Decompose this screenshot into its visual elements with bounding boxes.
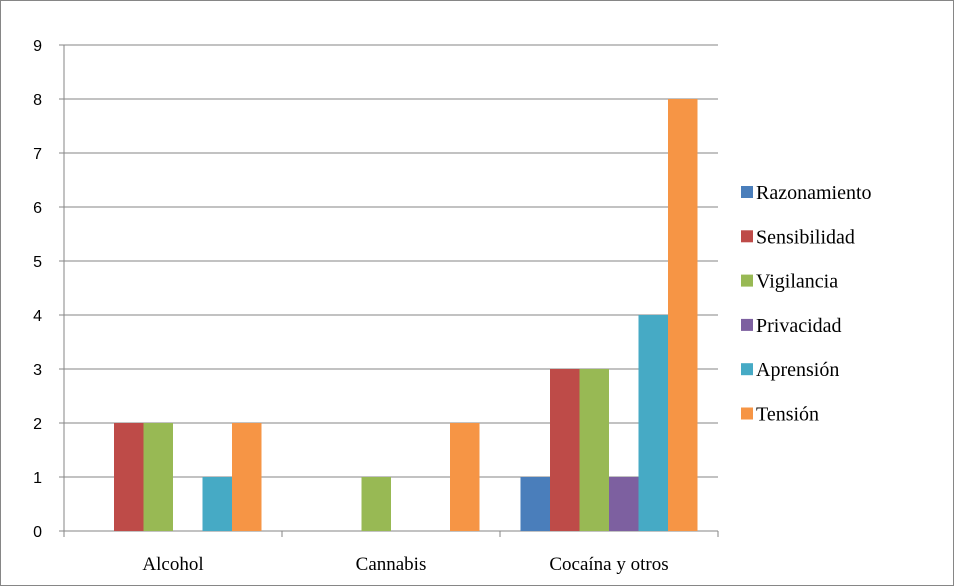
- legend: Razonamiento Sensibilidad Vigilancia Privac…: [741, 182, 872, 426]
- legend-label: Razonamiento: [756, 182, 872, 204]
- bar-vigilancia-cannabis: [361, 477, 391, 531]
- legend-swatch: [741, 274, 753, 287]
- y-tick-label-0: 0: [33, 524, 42, 541]
- legend-label: Privacidad: [756, 315, 842, 337]
- bar-vigilancia-alcohol: [143, 423, 173, 531]
- y-tick-label-8: 8: [33, 92, 42, 109]
- legend-label: Sensibilidad: [756, 226, 855, 248]
- bars: [114, 99, 698, 531]
- y-axis: 0 1 2 3 4 5 6 7 8 9: [33, 38, 65, 541]
- bar-razonamiento-cocaína-y-otros: [520, 477, 550, 531]
- legend-label: Aprensión: [756, 359, 839, 381]
- bar-vigilancia-cocaína-y-otros: [579, 369, 609, 531]
- bar-aprensión-alcohol: [202, 477, 232, 531]
- bar-sensibilidad-cocaína-y-otros: [550, 369, 580, 531]
- bar-aprensión-cocaína-y-otros: [638, 315, 668, 531]
- y-tick-label-1: 1: [33, 470, 42, 487]
- y-tick-label-6: 6: [33, 200, 42, 217]
- legend-swatch: [741, 230, 753, 243]
- x-category-label: Cannabis: [356, 554, 427, 575]
- x-category-label: Alcohol: [142, 554, 203, 575]
- legend-swatch: [741, 318, 753, 331]
- bar-tensión-cocaína-y-otros: [668, 99, 698, 531]
- bar-sensibilidad-alcohol: [114, 423, 144, 531]
- x-axis: Alcohol Cannabis Cocaína y otros: [63, 530, 719, 575]
- y-tick-label-5: 5: [33, 254, 42, 271]
- legend-swatch: [741, 407, 753, 420]
- y-tick-label-7: 7: [33, 146, 42, 163]
- bar-privacidad-cocaína-y-otros: [609, 477, 639, 531]
- legend-label: Tensión: [756, 404, 819, 426]
- bar-tensión-cannabis: [450, 423, 480, 531]
- legend-swatch: [741, 363, 753, 376]
- legend-swatch: [741, 186, 753, 198]
- x-category-label: Cocaína y otros: [549, 554, 668, 575]
- gridlines: [64, 44, 718, 478]
- bar-tensión-alcohol: [232, 423, 262, 531]
- y-tick-label-2: 2: [33, 416, 42, 433]
- y-tick-label-3: 3: [33, 362, 42, 379]
- y-tick-label-9: 9: [33, 38, 42, 55]
- legend-label: Vigilancia: [756, 271, 838, 293]
- y-tick-label-4: 4: [33, 308, 42, 325]
